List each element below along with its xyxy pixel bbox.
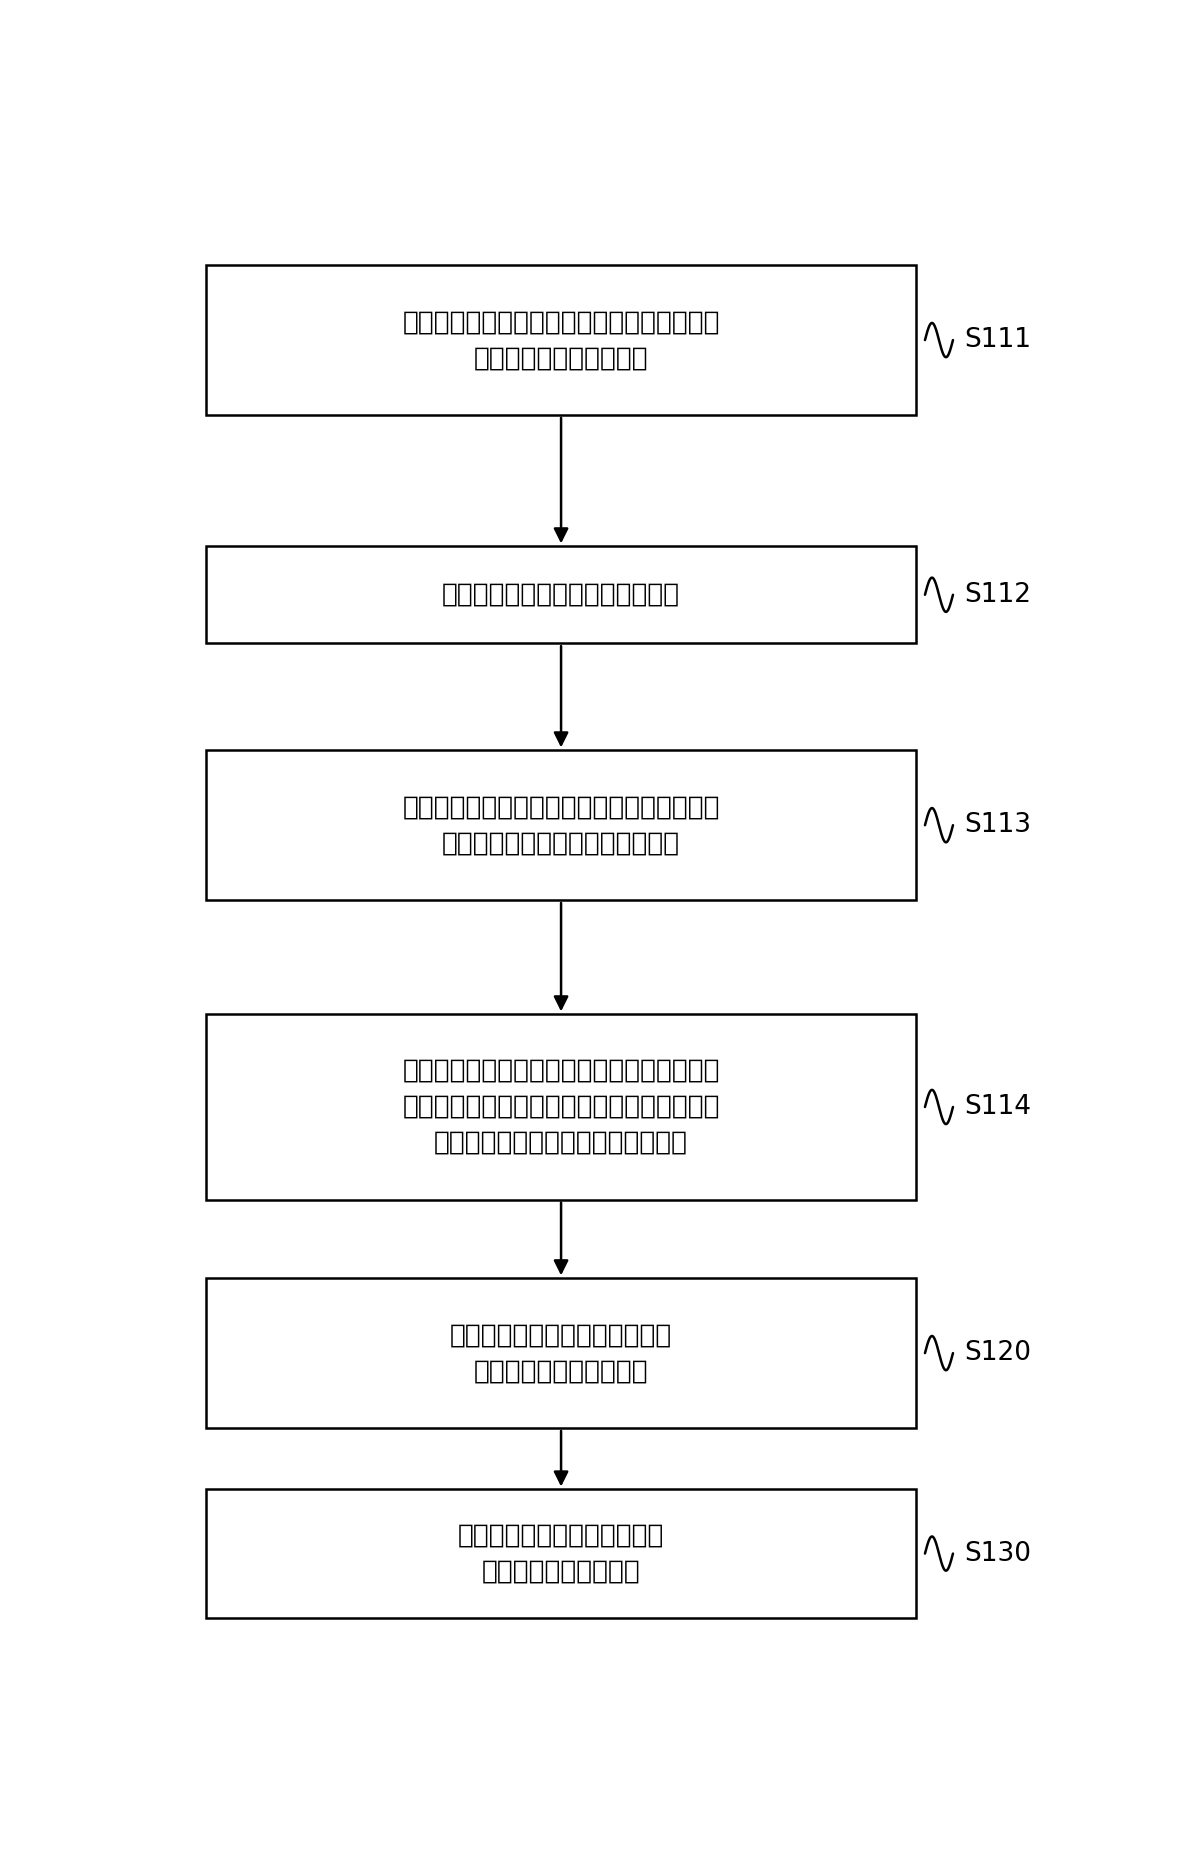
Text: S113: S113 — [964, 812, 1031, 838]
Text: S130: S130 — [964, 1540, 1031, 1566]
FancyBboxPatch shape — [207, 547, 916, 643]
Text: S111: S111 — [964, 328, 1031, 354]
FancyBboxPatch shape — [207, 265, 916, 415]
Text: S112: S112 — [964, 582, 1031, 608]
FancyBboxPatch shape — [207, 750, 916, 901]
Text: S120: S120 — [964, 1340, 1031, 1366]
Text: 将半径大于预设阈值的圆的圆心定义为节点，
每个节点处对应的孔喉通道图案为孔隙图案，
剩余部分的孔喉通道图案为喉道图案: 将半径大于预设阈值的圆的圆心定义为节点， 每个节点处对应的孔喉通道图案为孔隙图案… — [402, 1058, 720, 1156]
Text: 对岩石切片的图像进行二值化处理，区分岩石
骨架图案和孔喉通道图案: 对岩石切片的图像进行二值化处理，区分岩石 骨架图案和孔喉通道图案 — [402, 309, 720, 371]
Text: 以中轴线上每个像素点为圆心做圆，圆的半径
为其圆心到达最近岩石骨架的距离: 以中轴线上每个像素点为圆心做圆，圆的半径 为其圆心到达最近岩石骨架的距离 — [402, 795, 720, 856]
FancyBboxPatch shape — [207, 1279, 916, 1429]
Text: S114: S114 — [964, 1093, 1031, 1119]
Text: 确定孔喉通道图案中所有的中轴线: 确定孔喉通道图案中所有的中轴线 — [442, 582, 680, 608]
FancyBboxPatch shape — [207, 1014, 916, 1199]
Text: 将刻蚀基片与盖片进行键合，
形成微观岩石网络模型: 将刻蚀基片与盖片进行键合， 形成微观岩石网络模型 — [458, 1523, 665, 1584]
FancyBboxPatch shape — [207, 1490, 916, 1618]
Text: 利用孔隙掩膜和喉道掩膜对基片
进行刻蚀，形成刻蚀基片: 利用孔隙掩膜和喉道掩膜对基片 进行刻蚀，形成刻蚀基片 — [450, 1321, 672, 1384]
